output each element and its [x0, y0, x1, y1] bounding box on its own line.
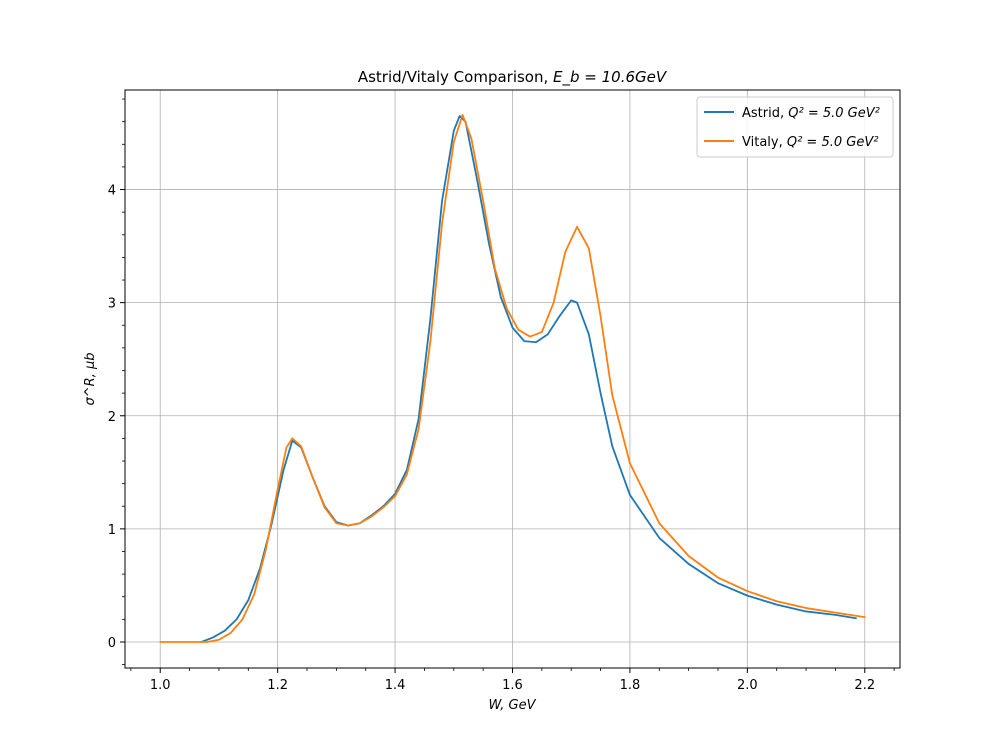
y-tick-label: 1 — [108, 523, 116, 538]
x-tick-label: 1.4 — [385, 678, 406, 693]
x-tick-label: 2.0 — [737, 678, 758, 693]
legend-label-astrid-prefix: Astrid, — [742, 106, 788, 121]
series-line-vitaly — [159, 113, 866, 643]
y-axis-label: σ^R, μb — [83, 353, 98, 406]
x-axis-label: W, GeV — [488, 698, 536, 713]
legend-label-vitaly-prefix: Vitaly, — [742, 135, 787, 150]
y-tick-label: 0 — [108, 636, 116, 651]
x-tick-label: 2.2 — [854, 678, 875, 693]
legend-label-astrid: Astrid, Q² = 5.0 GeV² — [742, 106, 880, 121]
chart-title: Astrid/Vitaly Comparison, E_b = 10.6GeV — [358, 68, 668, 87]
legend-label-vitaly-math: Q² = 5.0 GeV² — [787, 135, 879, 150]
legend-box — [696, 96, 894, 158]
chart-title-math: E_b = 10.6GeV — [553, 68, 668, 87]
legend-label-astrid-math: Q² = 5.0 GeV² — [788, 106, 880, 121]
y-tick-label: 4 — [108, 184, 116, 199]
y-tick-label: 2 — [108, 410, 116, 425]
x-tick-label: 1.8 — [620, 678, 641, 693]
x-tick-label: 1.6 — [502, 678, 523, 693]
series-line-astrid — [200, 115, 857, 643]
series-lines — [159, 113, 866, 643]
legend: Astrid, Q² = 5.0 GeV² Vitaly, Q² = 5.0 G… — [696, 96, 894, 158]
x-tick-label: 1.0 — [150, 678, 171, 693]
grid — [125, 90, 900, 668]
y-tick-label: 3 — [108, 297, 116, 312]
x-tick-label: 1.2 — [267, 678, 288, 693]
legend-label-vitaly: Vitaly, Q² = 5.0 GeV² — [742, 135, 878, 150]
chart-title-text: Astrid/Vitaly Comparison, — [358, 68, 553, 86]
axis-ticks: 1.0 1.2 1.4 1.6 1.8 2.0 2.2 0 1 2 3 4 — [108, 98, 895, 693]
